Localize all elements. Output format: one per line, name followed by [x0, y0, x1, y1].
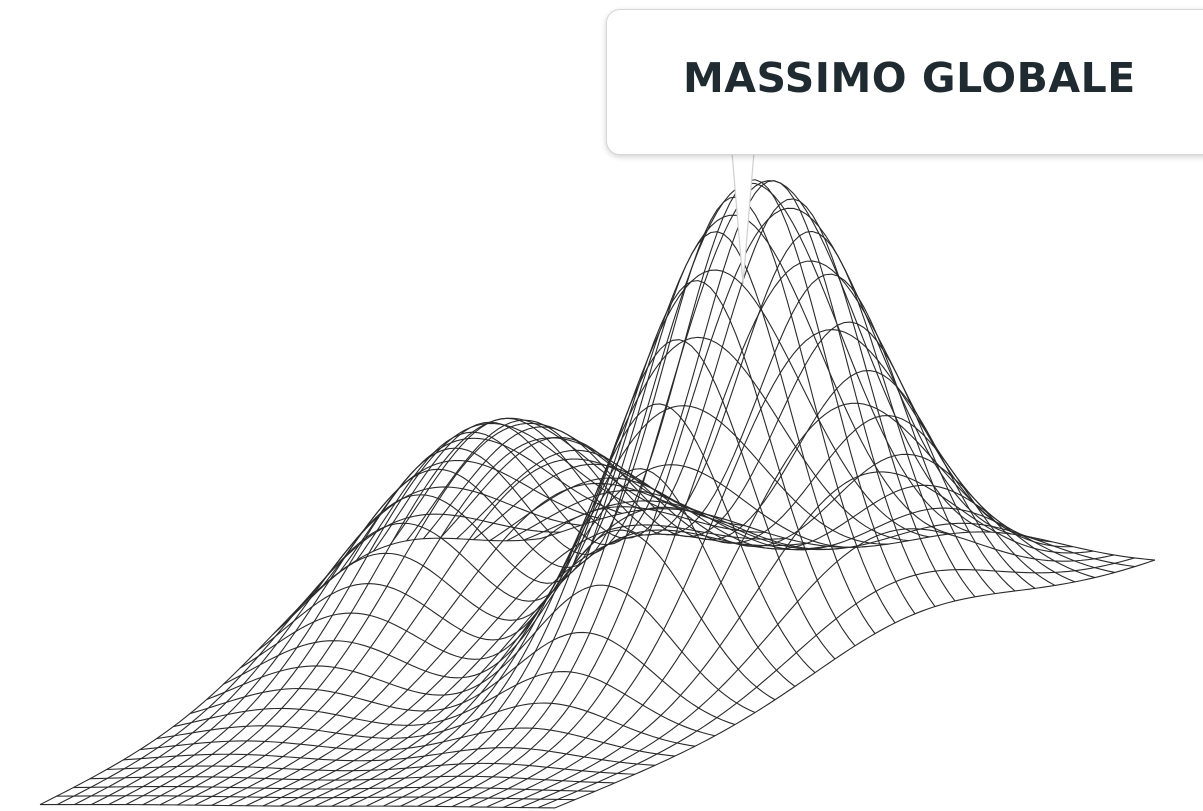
- global-maximum-callout: MASSIMO GLOBALE: [606, 9, 1203, 155]
- mesh-line: [223, 529, 776, 701]
- mesh-line: [228, 506, 766, 807]
- mesh-line: [520, 528, 1115, 809]
- mesh-line: [56, 513, 561, 806]
- mesh-line: [503, 471, 1094, 808]
- mesh-line: [142, 417, 664, 806]
- mesh-line: [365, 269, 930, 807]
- mesh-line: [439, 369, 1036, 589]
- mesh-line: [400, 182, 971, 807]
- mesh-line: [125, 422, 643, 806]
- mesh-line: [434, 207, 1012, 807]
- mesh-line: [91, 459, 602, 806]
- mesh-line: [348, 336, 910, 807]
- mesh-line: [194, 458, 725, 806]
- mesh-line: [537, 557, 1135, 809]
- mesh-line: [108, 437, 623, 806]
- mesh-line: [106, 762, 636, 775]
- mesh-line: [289, 280, 856, 647]
- mesh-line: [389, 230, 976, 598]
- mesh-line: [39, 537, 541, 806]
- mesh-line: [139, 727, 676, 757]
- callout-label: MASSIMO GLOBALE: [683, 54, 1136, 102]
- mesh-line: [74, 486, 582, 806]
- mesh-line: [451, 260, 1033, 808]
- mesh-line: [339, 179, 916, 615]
- mesh-line: [280, 529, 828, 807]
- mesh-line: [406, 273, 996, 595]
- mesh-line: [239, 468, 796, 687]
- mesh-line: [417, 180, 992, 807]
- mesh-line: [486, 402, 1074, 808]
- mesh-line: [383, 214, 951, 807]
- mesh-line: [39, 803, 556, 809]
- mesh-line: [468, 329, 1053, 808]
- mesh-line: [245, 524, 787, 807]
- mesh-line: [306, 231, 876, 634]
- mesh-line: [211, 482, 746, 806]
- mesh-line: [422, 321, 1016, 592]
- mesh-line: [159, 422, 684, 806]
- mesh-line: [314, 464, 869, 807]
- mesh-line: [262, 533, 807, 807]
- mesh-line: [331, 405, 889, 807]
- mesh-line: [554, 559, 1156, 809]
